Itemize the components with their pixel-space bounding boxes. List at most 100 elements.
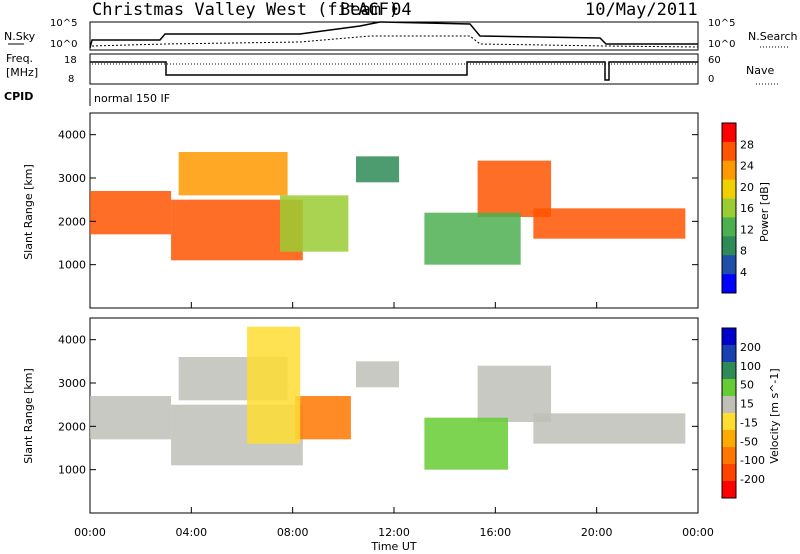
power-colorbar: 28 24 20 16 12 8 4 [721, 122, 754, 294]
colorbar-swatch [722, 464, 736, 482]
colorbar-swatch [722, 141, 736, 162]
velocity-echo-regions [90, 326, 686, 470]
colorbar-tick-label: 12 [740, 223, 754, 236]
x-tick-label: 00:00 [682, 526, 714, 539]
velocity-colorbar-label: Velocity [m s^-1] [768, 368, 781, 463]
time-axis: 00:00 04:00 08:00 12:00 16:00 20:00 00:00 [74, 302, 714, 539]
echo-region-flow-patch [295, 396, 351, 440]
date-label: 10/May/2011 [585, 0, 698, 20]
x-tick-label: 04:00 [175, 526, 207, 539]
echo-region-upper-arc [178, 152, 288, 196]
colorbar-tick-label: -200 [740, 473, 765, 486]
colorbar-tick-label: -15 [740, 416, 758, 429]
colorbar-tick-label: 15 [740, 398, 754, 411]
power-colorbar-label: Power [dB] [758, 182, 771, 242]
x-tick-label: 20:00 [581, 526, 613, 539]
colorbar-frame [721, 122, 737, 294]
echo-region-noon-echo [356, 361, 400, 388]
echo-region-afternoon-band [477, 365, 552, 422]
search-noise-trace [91, 35, 699, 48]
colorbar-swatch [722, 481, 736, 499]
colorbar-tick-label: 28 [740, 138, 754, 151]
x-tick-label: 08:00 [277, 526, 309, 539]
echo-region-decline-echo [424, 212, 521, 265]
colorbar-tick-label: 4 [740, 266, 747, 279]
colorbar-swatch [722, 413, 736, 431]
power-echo-regions [90, 152, 686, 265]
noise-right-tick-bottom: 10^0 [708, 39, 735, 50]
velocity-colorbar: 200 100 50 15 -15 -50 -100 -200 [721, 327, 765, 499]
y-tick-label: 1000 [58, 259, 86, 272]
y-tick-label: 4000 [58, 129, 86, 142]
n-search-label: N.Search [748, 30, 798, 43]
noise-right-tick-top: 10^5 [708, 18, 735, 29]
colorbar-swatch [722, 236, 736, 256]
echo-region-afternoon-band [477, 160, 552, 217]
velocity-y-ticks: 4000 3000 2000 1000 [58, 334, 698, 477]
colorbar-swatch [722, 396, 736, 414]
colorbar-frame [721, 327, 737, 499]
colorbar-tick-label: -100 [740, 454, 765, 467]
freq-label-2: [MHz] [6, 66, 38, 79]
echo-region-night-band [90, 396, 172, 440]
nave-tick-top: 60 [708, 55, 721, 66]
colorbar-tick-label: 100 [740, 360, 761, 373]
echo-region-decline-echo [424, 417, 508, 470]
cpid-label: CPID [4, 90, 33, 103]
colorbar-swatch [722, 179, 736, 199]
frequency-panel-frame [89, 53, 699, 85]
colorbar-tick-label: 24 [740, 160, 754, 173]
x-tick-label: 12:00 [378, 526, 410, 539]
y-tick-label: 3000 [58, 172, 86, 185]
echo-region-morning-echo [280, 195, 349, 252]
x-axis-label: Time UT [370, 540, 416, 553]
freq-tick-bottom: 8 [68, 74, 74, 85]
velocity-panel: 4000 3000 2000 1000 Slant Range [km] 200 100… [22, 317, 781, 514]
power-y-ticks: 4000 3000 2000 1000 [58, 129, 698, 272]
power-ylabel: Slant Range [km] [22, 164, 35, 260]
colorbar-swatch [722, 123, 736, 143]
beam-label: Beam 04 [340, 0, 412, 20]
colorbar-swatch [722, 217, 736, 237]
colorbar-tick-label: 20 [740, 181, 754, 194]
echo-region-arc-edge [247, 326, 301, 444]
echo-region-evening-band [533, 413, 686, 444]
colorbar-swatch [722, 345, 736, 363]
noise-panel: N.Sky 10^5 10^0 10^5 10^0 N.Search [4, 18, 798, 51]
y-tick-label: 3000 [58, 377, 86, 390]
cpid-value: normal 150 IF [94, 92, 170, 105]
velocity-ylabel: Slant Range [km] [22, 368, 35, 464]
colorbar-swatch [722, 255, 736, 275]
colorbar-swatch [722, 447, 736, 465]
noise-left-tick-bottom: 10^0 [50, 39, 77, 50]
x-tick-label: 16:00 [479, 526, 511, 539]
n-sky-label: N.Sky [4, 30, 36, 43]
y-tick-label: 2000 [58, 215, 86, 228]
colorbar-swatch [722, 328, 736, 346]
colorbar-swatch [722, 274, 736, 294]
echo-region-noon-echo [356, 156, 400, 183]
colorbar-swatch [722, 362, 736, 380]
colorbar-swatch [722, 160, 736, 180]
echo-region-evening-band [533, 208, 686, 239]
colorbar-tick-label: 50 [740, 379, 754, 392]
colorbar-tick-label: 200 [740, 341, 761, 354]
colorbar-swatch [722, 198, 736, 218]
freq-tick-top: 18 [64, 55, 77, 66]
frequency-panel: Freq. [MHz] 18 8 60 0 Nave [6, 52, 780, 85]
frequency-trace [90, 61, 698, 81]
colorbar-tick-label: 16 [740, 202, 754, 215]
colorbar-tick-label: -50 [740, 435, 758, 448]
x-tick-label: 00:00 [74, 526, 106, 539]
nave-tick-bottom: 0 [708, 74, 714, 85]
colorbar-swatch [722, 430, 736, 448]
y-tick-label: 2000 [58, 420, 86, 433]
power-panel: 4000 3000 2000 1000 Slant Range [km] 28 24 20… [22, 112, 771, 309]
station-title: Christmas Valley West (fitACF) [92, 0, 399, 20]
noise-left-tick-top: 10^5 [50, 18, 77, 29]
colorbar-tick-label: 8 [740, 245, 747, 258]
echo-region-night-band [90, 191, 172, 235]
y-tick-label: 4000 [58, 334, 86, 347]
sky-noise-trace [89, 21, 698, 49]
colorbar-swatch [722, 379, 736, 397]
